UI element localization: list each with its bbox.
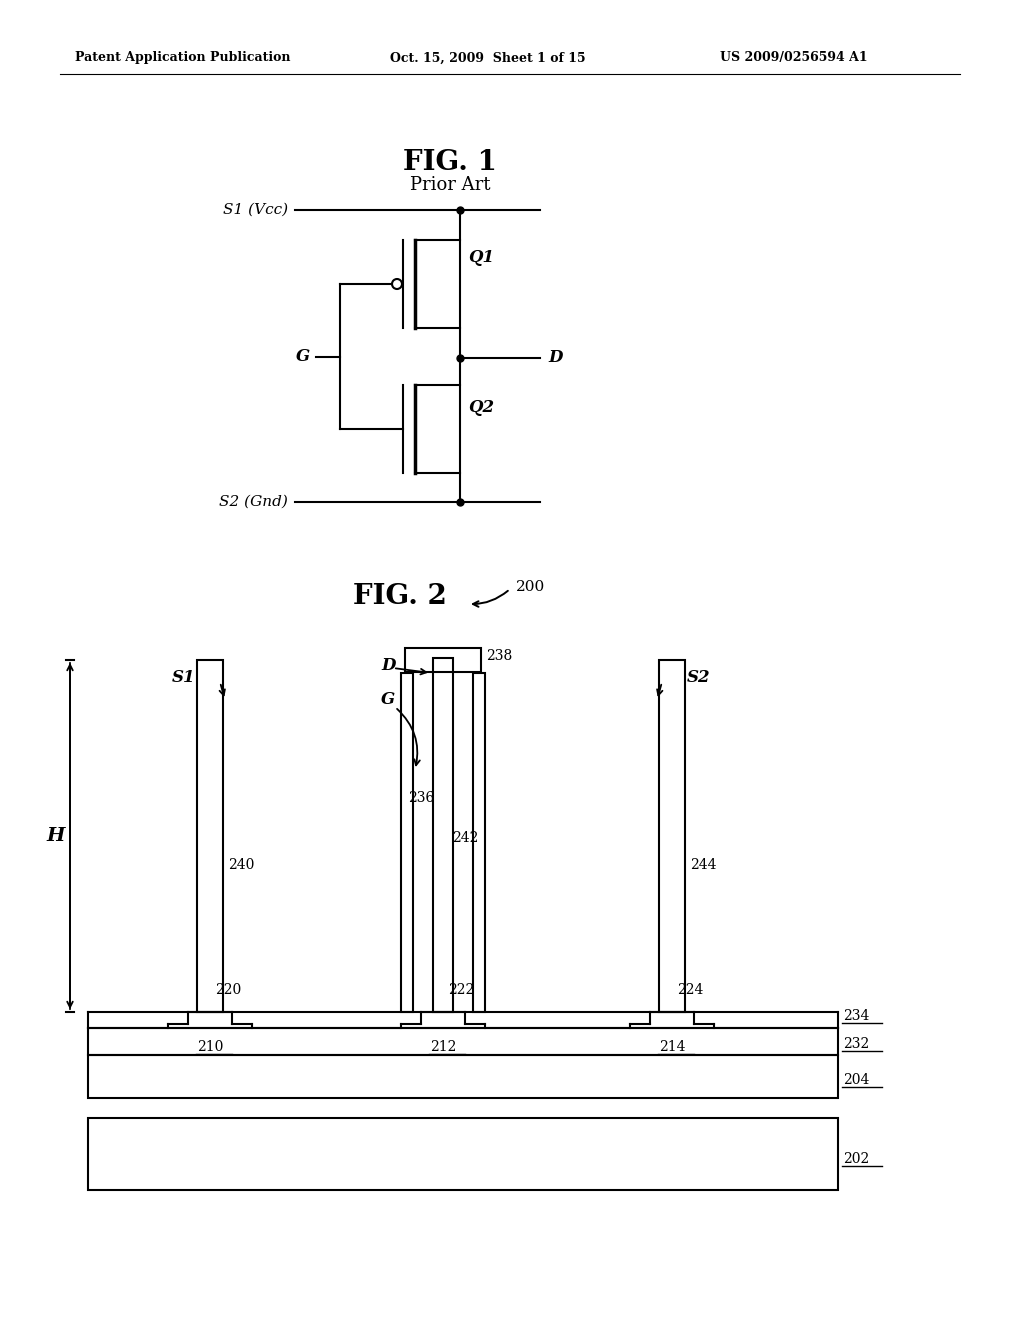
Text: 224: 224 xyxy=(677,983,703,997)
Text: FIG. 1: FIG. 1 xyxy=(403,149,497,176)
Bar xyxy=(401,673,413,1012)
Text: 232: 232 xyxy=(843,1036,869,1051)
Text: Q2: Q2 xyxy=(468,399,495,416)
Text: 212: 212 xyxy=(430,1040,456,1053)
Text: 240: 240 xyxy=(228,858,254,873)
Text: 222: 222 xyxy=(449,983,474,997)
Bar xyxy=(433,657,453,1012)
Bar xyxy=(659,660,685,1012)
Text: S1 (Vcc): S1 (Vcc) xyxy=(223,203,288,216)
Text: 236: 236 xyxy=(408,791,434,805)
Text: S1: S1 xyxy=(171,669,195,686)
Text: 202: 202 xyxy=(843,1152,869,1166)
Text: 238: 238 xyxy=(486,649,512,663)
Text: 204: 204 xyxy=(843,1072,869,1086)
Text: S2 (Gnd): S2 (Gnd) xyxy=(219,495,288,510)
Text: H: H xyxy=(47,828,66,845)
Bar xyxy=(88,1028,838,1055)
Text: 244: 244 xyxy=(690,858,717,873)
Text: 242: 242 xyxy=(452,832,478,845)
Text: G: G xyxy=(296,348,310,366)
Text: 214: 214 xyxy=(658,1040,685,1053)
Text: 220: 220 xyxy=(215,983,242,997)
Bar xyxy=(88,1055,838,1098)
Bar xyxy=(406,648,481,672)
Text: Prior Art: Prior Art xyxy=(410,176,490,194)
Text: Oct. 15, 2009  Sheet 1 of 15: Oct. 15, 2009 Sheet 1 of 15 xyxy=(390,51,586,65)
Text: 200: 200 xyxy=(516,579,545,594)
Bar xyxy=(88,1118,838,1191)
Text: G: G xyxy=(381,692,395,709)
Bar xyxy=(197,660,223,1012)
Text: D: D xyxy=(381,656,395,673)
Bar xyxy=(473,673,485,1012)
Text: FIG. 2: FIG. 2 xyxy=(353,583,446,610)
Text: Patent Application Publication: Patent Application Publication xyxy=(75,51,291,65)
Text: 234: 234 xyxy=(843,1008,869,1023)
Text: D: D xyxy=(548,350,562,367)
Text: US 2009/0256594 A1: US 2009/0256594 A1 xyxy=(720,51,867,65)
Text: Q1: Q1 xyxy=(468,249,495,267)
Text: 210: 210 xyxy=(197,1040,223,1053)
Text: S2: S2 xyxy=(687,669,711,686)
